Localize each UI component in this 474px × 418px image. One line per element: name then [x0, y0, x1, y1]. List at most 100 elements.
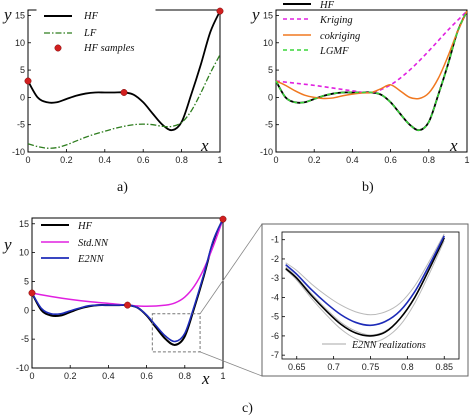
- y-tick-label: -5: [21, 334, 29, 344]
- panel-c-xlabel: x: [201, 369, 210, 388]
- panel-b-xlabel: x: [449, 136, 458, 155]
- x-tick-label: 0.6: [384, 155, 397, 165]
- panel-c-ylabel: y: [2, 235, 12, 254]
- panel-c: 0 0.2 0.4 0.6 0.8 1 -10 -5 0 5 10 15 y x HF Std.NN …: [2, 215, 263, 416]
- hf-sample-point: [28, 289, 36, 297]
- y-tick-label: -5: [271, 312, 279, 322]
- y-tick-label: 10: [15, 38, 25, 48]
- y-tick-label: -10: [260, 147, 273, 157]
- series-line-hf: [275, 10, 468, 132]
- legend-label-lgmf: LGMF: [319, 46, 349, 57]
- x-tick-label: 0.85: [435, 362, 453, 372]
- y-tick-label: -10: [12, 147, 25, 157]
- inset-frame: [261, 223, 469, 377]
- y-tick-label: 10: [263, 38, 273, 48]
- y-tick-label: -7: [271, 350, 279, 360]
- zoom-connector-bottom: [199, 351, 263, 377]
- x-tick-label: 0.4: [99, 155, 112, 165]
- x-tick-label: 0.2: [60, 155, 73, 165]
- panel-a: 0 0.2 0.4 0.6 0.8 1 -10 -5 0 5 10 15 y x HF LF HF s…: [2, 5, 224, 195]
- caption-c: c): [242, 401, 253, 416]
- series-line-lgmf: [275, 10, 468, 131]
- series-line-std-nn: [31, 218, 224, 308]
- y-tick-label: 5: [24, 276, 29, 286]
- x-tick-label: 0.7: [327, 362, 340, 372]
- hf-sample-point: [219, 215, 227, 223]
- legend-label-e2nn-realizations: E2NN realizations: [351, 340, 426, 351]
- y-tick-label: -10: [16, 363, 29, 373]
- y-tick-label: -2: [271, 254, 279, 264]
- series-line-e2nn-realizations: [285, 240, 445, 344]
- panel-a-xlabel: x: [200, 136, 209, 155]
- y-tick-label: -3: [271, 273, 279, 283]
- x-tick-label: 1: [220, 371, 225, 381]
- panel-b-legend: HF Kriging cokriging LGMF: [283, 0, 360, 57]
- y-tick-label: 0: [268, 92, 273, 102]
- x-tick-label: 0.8: [401, 362, 414, 372]
- zoom-region-box: [151, 313, 201, 353]
- y-tick-label: -6: [271, 331, 279, 341]
- panel-a-legend: HF LF HF samples: [36, 7, 156, 59]
- y-tick-label: 0: [24, 305, 29, 315]
- x-tick-label: 1: [217, 155, 222, 165]
- y-tick-label: -1: [271, 235, 279, 245]
- series-line-hf: [285, 237, 445, 337]
- x-tick-label: 0.4: [346, 155, 359, 165]
- hf-sample-point: [124, 301, 131, 309]
- hf-sample-point: [216, 7, 224, 15]
- legend-label-hf: HF: [83, 11, 99, 22]
- x-tick-label: 0.2: [308, 155, 321, 165]
- series-line-kriging: [275, 10, 468, 94]
- x-tick-label: 0.8: [175, 155, 188, 165]
- x-tick-label: 0.2: [64, 371, 77, 381]
- x-tick-label: 0.8: [179, 371, 192, 381]
- x-tick-label: 0: [29, 371, 34, 381]
- x-tick-label: 0.8: [423, 155, 436, 165]
- y-tick-label: -5: [265, 120, 273, 130]
- series-line-lf: [27, 54, 221, 149]
- hf-sample-point: [120, 89, 128, 96]
- y-tick-label: 5: [268, 65, 273, 75]
- panel-c-plot-area: [31, 217, 224, 369]
- caption-a: a): [117, 180, 128, 195]
- panel-b-plot-area: [275, 9, 468, 153]
- x-tick-label: 0.4: [102, 371, 115, 381]
- series-line-cokriging: [275, 10, 468, 100]
- y-tick-label: 15: [263, 10, 273, 20]
- y-tick-label: 0: [20, 92, 25, 102]
- panel-b-ylabel: y: [250, 5, 260, 24]
- y-tick-label: 10: [19, 248, 29, 258]
- x-tick-label: 0: [25, 155, 30, 165]
- panel-c-inset: 0.65 0.7 0.75 0.8 0.85 -1 -2 -3 -4 -5 -6 -7 E2NN re…: [261, 223, 469, 377]
- x-tick-label: 0.6: [140, 371, 153, 381]
- y-tick-label: 15: [15, 10, 25, 20]
- legend-label-std-nn: Std.NN: [78, 238, 109, 249]
- x-tick-label: 0: [273, 155, 278, 165]
- series-line-e2nn: [31, 218, 224, 343]
- y-tick-label: -5: [17, 120, 25, 130]
- legend-label-kriging: Kriging: [319, 15, 353, 26]
- legend-label-hf: HF: [77, 221, 93, 232]
- series-line-e2nn: [285, 235, 445, 327]
- panel-c-legend: HF Std.NN E2NN: [41, 221, 109, 265]
- legend-label-lf: LF: [83, 28, 97, 39]
- y-tick-label: -4: [271, 292, 279, 302]
- caption-b: b): [362, 180, 374, 195]
- legend-label-hf: HF: [319, 0, 335, 11]
- hf-sample-point: [24, 77, 32, 85]
- x-tick-label: 0.65: [288, 362, 306, 372]
- inset-legend: E2NN realizations: [322, 340, 426, 351]
- legend-label-e2nn: E2NN: [77, 254, 105, 265]
- legend-label-cokriging: cokriging: [320, 31, 360, 42]
- series-line-hf: [31, 218, 224, 346]
- panel-a-ylabel: y: [2, 5, 12, 24]
- panel-b: 0 0.2 0.4 0.6 0.8 1 -10 -5 0 5 10 15 y x HF Kriging…: [250, 0, 470, 195]
- series-line-e2nn-realizations: [285, 233, 445, 316]
- x-tick-label: 0.75: [362, 362, 380, 372]
- y-tick-label: 15: [19, 219, 29, 229]
- x-tick-label: 1: [464, 155, 469, 165]
- y-tick-label: 5: [20, 65, 25, 75]
- zoom-connector-top: [199, 223, 263, 314]
- x-tick-label: 0.6: [137, 155, 150, 165]
